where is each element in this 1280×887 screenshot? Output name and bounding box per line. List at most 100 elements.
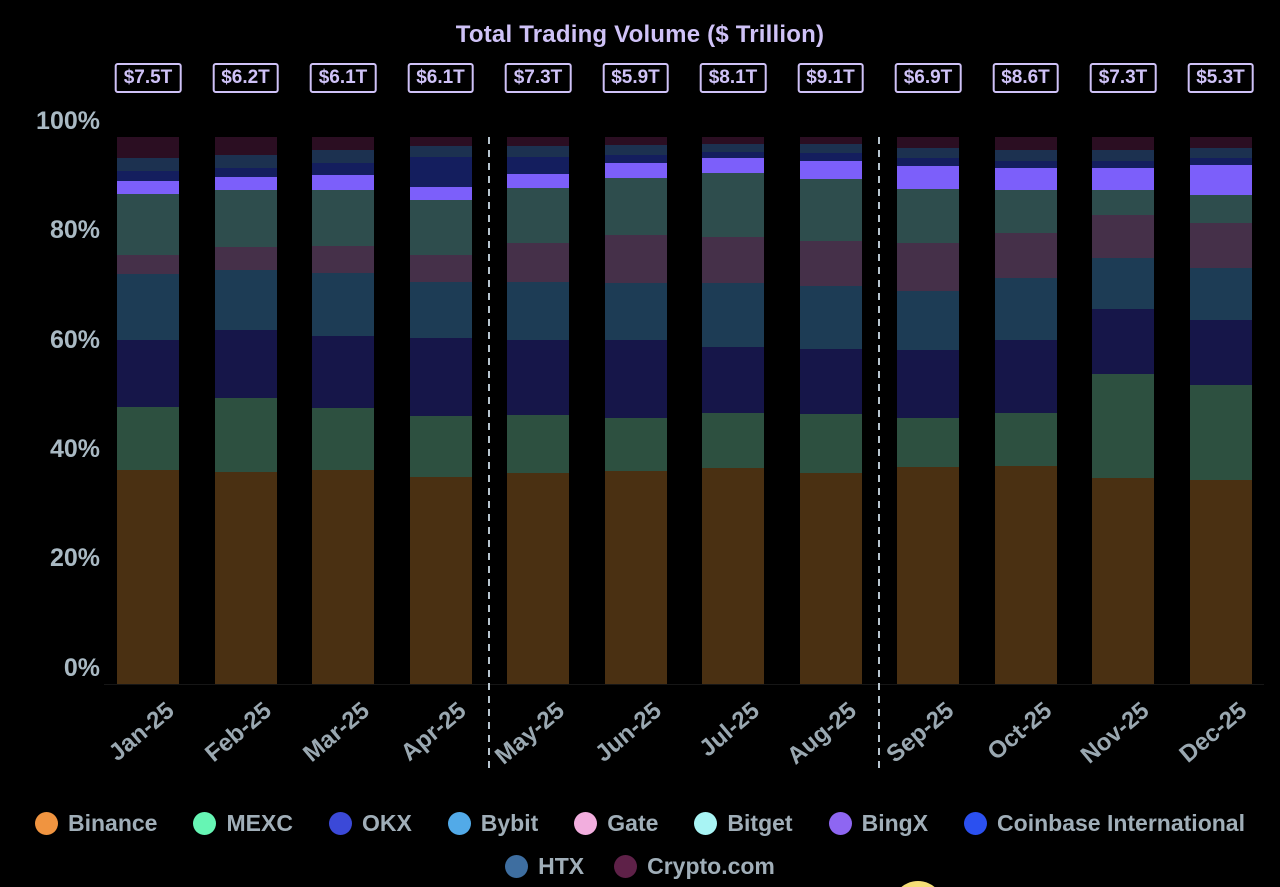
segment-mexc-apr-25[interactable] [409, 416, 472, 477]
segment-htx-sep-25[interactable] [897, 147, 959, 159]
segment-okx-may-25[interactable] [507, 340, 569, 416]
segment-mexc-mar-25[interactable] [312, 407, 374, 470]
segment-gate-mar-25[interactable] [312, 245, 374, 273]
segment-crypto-com-jan-25[interactable] [117, 137, 179, 158]
segment-bingx-mar-25[interactable] [312, 175, 374, 190]
segment-bingx-jul-25[interactable] [702, 158, 764, 174]
segment-bybit-aug-25[interactable] [799, 285, 862, 349]
segment-coinbase-international-apr-25[interactable] [409, 157, 472, 187]
segment-bitget-feb-25[interactable] [214, 190, 277, 247]
segment-bybit-feb-25[interactable] [214, 269, 277, 331]
segment-gate-dec-25[interactable] [1189, 223, 1252, 269]
segment-bybit-jul-25[interactable] [702, 283, 764, 347]
segment-crypto-com-jun-25[interactable] [604, 137, 667, 146]
segment-coinbase-international-dec-25[interactable] [1189, 158, 1252, 165]
segment-crypto-com-apr-25[interactable] [409, 137, 472, 147]
segment-binance-jan-25[interactable] [117, 469, 179, 684]
segment-gate-jul-25[interactable] [702, 237, 764, 284]
segment-mexc-nov-25[interactable] [1092, 374, 1154, 478]
segment-binance-feb-25[interactable] [214, 472, 277, 684]
segment-gate-apr-25[interactable] [409, 255, 472, 283]
segment-coinbase-international-aug-25[interactable] [799, 153, 862, 161]
segment-binance-sep-25[interactable] [897, 467, 959, 684]
segment-bybit-oct-25[interactable] [994, 277, 1057, 341]
segment-bitget-dec-25[interactable] [1189, 194, 1252, 224]
segment-htx-apr-25[interactable] [409, 146, 472, 158]
segment-mexc-oct-25[interactable] [994, 412, 1057, 466]
segment-htx-oct-25[interactable] [994, 149, 1057, 161]
segment-bingx-may-25[interactable] [507, 174, 569, 188]
segment-mexc-jul-25[interactable] [702, 413, 764, 469]
segment-bitget-jan-25[interactable] [117, 194, 179, 256]
segment-coinbase-international-jul-25[interactable] [702, 152, 764, 159]
segment-crypto-com-mar-25[interactable] [312, 137, 374, 151]
segment-bybit-mar-25[interactable] [312, 272, 374, 336]
segment-okx-jun-25[interactable] [604, 340, 667, 418]
segment-htx-dec-25[interactable] [1189, 147, 1252, 159]
segment-binance-mar-25[interactable] [312, 469, 374, 684]
segment-crypto-com-oct-25[interactable] [994, 137, 1057, 150]
segment-htx-aug-25[interactable] [799, 143, 862, 154]
segment-bitget-may-25[interactable] [507, 187, 569, 244]
segment-okx-mar-25[interactable] [312, 335, 374, 408]
segment-bybit-dec-25[interactable] [1189, 268, 1252, 321]
segment-okx-apr-25[interactable] [409, 338, 472, 417]
segment-bingx-oct-25[interactable] [994, 168, 1057, 191]
legend-item-bitget[interactable]: Bitget [694, 810, 793, 837]
legend-item-htx[interactable]: HTX [505, 853, 584, 880]
segment-bitget-aug-25[interactable] [799, 178, 862, 241]
segment-bingx-jan-25[interactable] [117, 181, 179, 195]
segment-crypto-com-aug-25[interactable] [799, 137, 862, 144]
segment-htx-jun-25[interactable] [604, 145, 667, 156]
segment-okx-nov-25[interactable] [1092, 309, 1154, 375]
segment-gate-nov-25[interactable] [1092, 214, 1154, 258]
segment-crypto-com-jul-25[interactable] [702, 137, 764, 144]
segment-binance-dec-25[interactable] [1189, 480, 1252, 684]
segment-coinbase-international-sep-25[interactable] [897, 158, 959, 166]
yellow-ball-icon[interactable] [892, 881, 944, 887]
segment-htx-mar-25[interactable] [312, 150, 374, 164]
legend-item-binance[interactable]: Binance [35, 810, 157, 837]
segment-bingx-nov-25[interactable] [1092, 168, 1154, 191]
legend-item-bingx[interactable]: BingX [828, 810, 928, 837]
segment-mexc-jan-25[interactable] [117, 406, 179, 470]
segment-okx-feb-25[interactable] [214, 330, 277, 399]
segment-coinbase-international-jan-25[interactable] [117, 171, 179, 182]
segment-bitget-mar-25[interactable] [312, 189, 374, 246]
segment-okx-dec-25[interactable] [1189, 320, 1252, 386]
segment-binance-nov-25[interactable] [1092, 477, 1154, 684]
segment-binance-may-25[interactable] [507, 472, 569, 684]
segment-bybit-sep-25[interactable] [897, 291, 959, 351]
segment-okx-jul-25[interactable] [702, 347, 764, 414]
segment-bingx-apr-25[interactable] [409, 186, 472, 200]
segment-bingx-feb-25[interactable] [214, 176, 277, 191]
legend-item-gate[interactable]: Gate [574, 810, 658, 837]
segment-htx-may-25[interactable] [507, 145, 569, 157]
segment-mexc-dec-25[interactable] [1189, 385, 1252, 481]
segment-mexc-may-25[interactable] [507, 415, 569, 473]
segment-gate-jun-25[interactable] [604, 234, 667, 284]
segment-bybit-nov-25[interactable] [1092, 257, 1154, 310]
segment-gate-oct-25[interactable] [994, 232, 1057, 278]
segment-mexc-sep-25[interactable] [897, 418, 959, 468]
segment-crypto-com-may-25[interactable] [507, 137, 569, 146]
segment-htx-feb-25[interactable] [214, 155, 277, 168]
segment-bitget-jul-25[interactable] [702, 173, 764, 238]
segment-mexc-jun-25[interactable] [604, 417, 667, 471]
segment-gate-may-25[interactable] [507, 243, 569, 283]
segment-bitget-apr-25[interactable] [409, 199, 472, 256]
segment-gate-feb-25[interactable] [214, 246, 277, 270]
segment-bingx-jun-25[interactable] [604, 163, 667, 179]
segment-binance-jun-25[interactable] [604, 470, 667, 684]
segment-bitget-jun-25[interactable] [604, 178, 667, 235]
segment-coinbase-international-feb-25[interactable] [214, 167, 277, 177]
segment-coinbase-international-oct-25[interactable] [994, 160, 1057, 169]
segment-gate-sep-25[interactable] [897, 243, 959, 292]
segment-coinbase-international-may-25[interactable] [507, 156, 569, 175]
legend-item-crypto-com[interactable]: Crypto.com [614, 853, 775, 880]
segment-okx-aug-25[interactable] [799, 348, 862, 414]
segment-coinbase-international-jun-25[interactable] [604, 155, 667, 164]
segment-gate-jan-25[interactable] [117, 255, 179, 275]
segment-htx-nov-25[interactable] [1092, 150, 1154, 162]
segment-bybit-apr-25[interactable] [409, 282, 472, 339]
